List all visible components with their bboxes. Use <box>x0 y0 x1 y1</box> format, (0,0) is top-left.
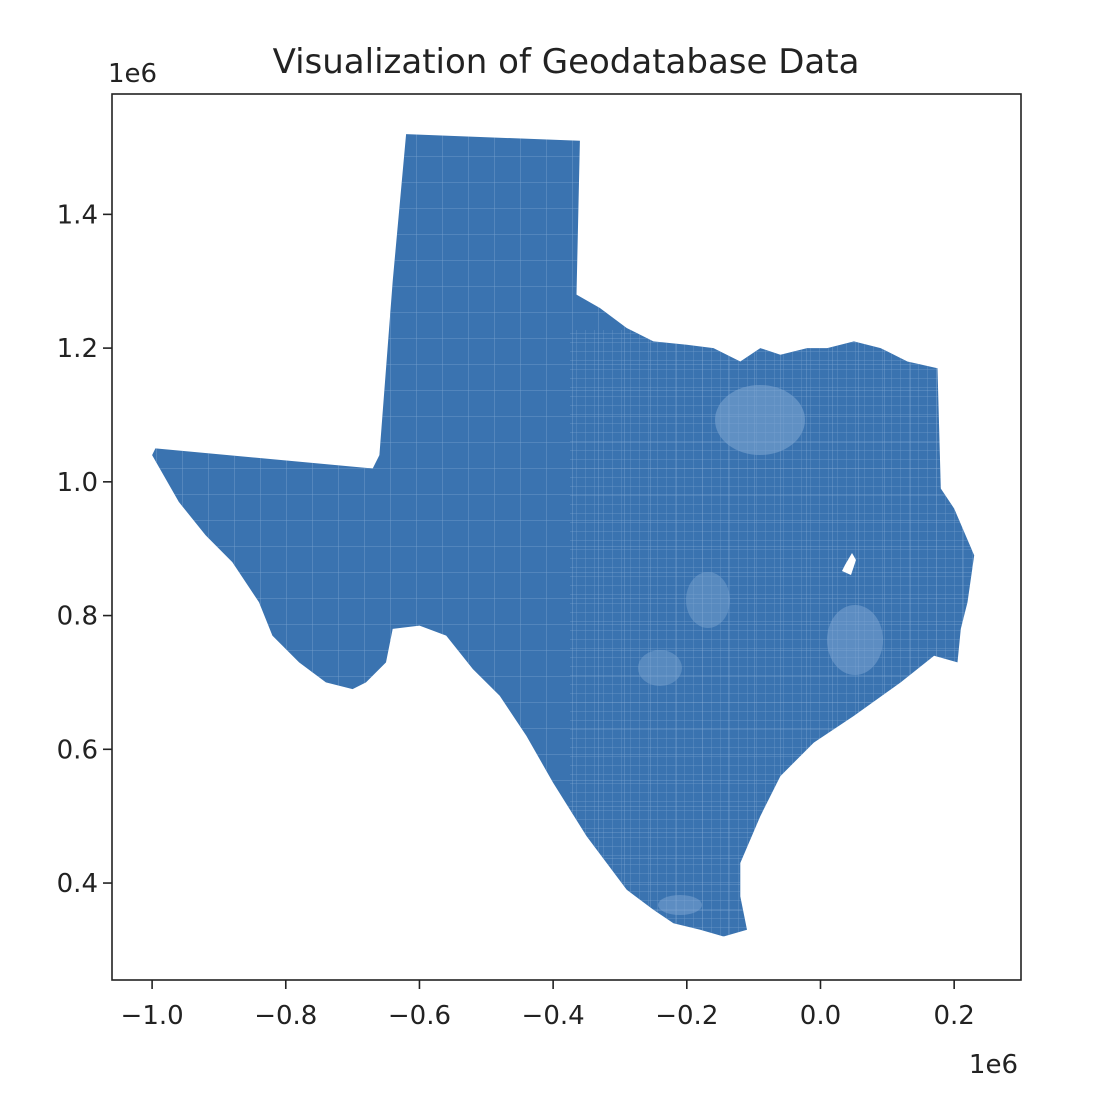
y-axis: 0.4 0.6 0.8 1.0 1.2 1.4 <box>57 200 112 899</box>
plot-frame <box>111 93 1022 981</box>
x-tick-label: 0.0 <box>800 1001 841 1031</box>
urban-cluster-san-antonio <box>638 650 682 686</box>
y-tick-label: 0.8 <box>57 602 98 632</box>
x-axis: −1.0 −0.8 −0.6 −0.4 −0.2 0.0 0.2 <box>121 980 975 1031</box>
y-tick-label: 0.4 <box>57 869 98 899</box>
y-tick-label: 0.6 <box>57 735 98 765</box>
urban-cluster-austin <box>686 572 730 628</box>
chart-title: Visualization of Geodatabase Data <box>273 42 860 82</box>
x-tick-label: −0.2 <box>655 1001 718 1031</box>
x-tick-label: −0.6 <box>388 1001 451 1031</box>
y-tick-label: 1.0 <box>57 468 98 498</box>
county-boundaries <box>152 134 975 937</box>
x-tick-label: −1.0 <box>121 1001 184 1031</box>
x-tick-label: −0.8 <box>254 1001 317 1031</box>
map-layer <box>152 134 975 937</box>
lake-hole <box>842 553 856 575</box>
urban-cluster-houston <box>827 605 883 675</box>
x-offset-label: 1e6 <box>969 1050 1018 1080</box>
urban-cluster-dfw <box>715 385 805 455</box>
y-tick-label: 1.2 <box>57 334 98 364</box>
y-tick-label: 1.4 <box>57 200 98 230</box>
x-tick-label: 0.2 <box>933 1001 974 1031</box>
x-tick-label: −0.4 <box>522 1001 585 1031</box>
urban-cluster-valley <box>658 895 702 915</box>
y-offset-label: 1e6 <box>108 59 157 89</box>
